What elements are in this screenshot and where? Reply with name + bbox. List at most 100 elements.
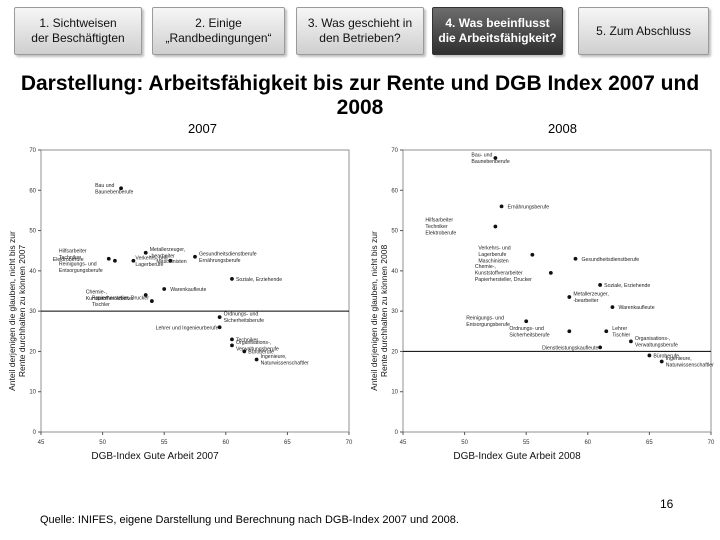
chart2008-y-tick-label: 20 [391, 349, 398, 355]
chart2007-data-point [106, 256, 111, 261]
chart2007-data-point [242, 349, 247, 354]
chart2007-data-point [230, 337, 234, 342]
chart2008-plot-frame [402, 149, 712, 433]
chart2008-point-label: Organisations-, Verwaltungsberufe [635, 336, 678, 349]
chart2007-data-point [131, 258, 136, 263]
chart2007-point-label: Ordnungs- und Sicherheitsberufe [224, 312, 264, 325]
chart2007-y-tick-label: 50 [29, 229, 36, 235]
chart2008-data-point [567, 329, 572, 334]
chart2008-data-point [610, 305, 615, 310]
chart2008-point-label: Ingenieure, Naturwissenschaftler [666, 356, 714, 369]
chart2007-y-tick-label: 0 [33, 430, 37, 436]
chart2007-y-tick-label: 60 [29, 188, 36, 194]
chart2008-y-axis-label: Anteil derjenigen die glauben, nicht bis… [369, 231, 389, 391]
nav-tab-randbedingungen[interactable]: 2. Einige „Randbedingungen“ [152, 7, 285, 55]
nav-tab-sichtweisen[interactable]: 1. Sichtweisen der Beschäftigten [14, 7, 142, 55]
chart2008-point-label: Lehrer Tischler [612, 326, 630, 339]
chart2007-data-point [217, 315, 222, 320]
chart2008-y-tick-label: 30 [391, 309, 398, 315]
chart2007-plot-frame [40, 149, 350, 433]
chart2007-x-tick-label: 50 [99, 440, 106, 446]
chart2008-data-point [598, 345, 603, 350]
chart2008-point-label: Verkehrs- und Lagerberufe Maschinisten [478, 246, 510, 265]
chart2008-data-point [530, 252, 535, 257]
chart2007-point-label: Papierhersteller, Drucker Tischler [92, 296, 149, 309]
chart2007-x-tick-label: 60 [222, 440, 229, 446]
chart2007-y-tick-label: 70 [29, 148, 36, 154]
chart2008-point-label: Dienstleistungskaufleute [542, 345, 598, 351]
chart2008-data-point [493, 156, 498, 160]
chart2007-data-point [168, 258, 173, 263]
chart2007-y-tick-label: 10 [29, 390, 36, 396]
chart2008-point-label: Metallerzeuger, -bearbeiter [573, 292, 608, 305]
nav-tab-arbeitsfaehigkeit[interactable]: 4. Was beeinflusst die Arbeitsfähigkeit? [432, 7, 563, 55]
chart2008-y-tick-label: 60 [391, 188, 398, 194]
chart2007-data-point [217, 325, 222, 330]
chart2007-x-tick-label: 45 [38, 440, 45, 446]
chart2007-data-point [193, 254, 197, 259]
chart2008-y-tick-label: 10 [391, 390, 398, 396]
chart2007-point-label: Lehrer und Ingenieurberufe [156, 325, 219, 331]
chart2008-point-label: Ernährungsberufe [508, 204, 550, 210]
chart2008-y-tick-label: 40 [391, 269, 398, 275]
chart2007-point-label: Maschinisten [156, 259, 186, 265]
scatter-chart-2008: 45 50 55 60 65 70 0 10 20 30 40 50 60 70 DGB-Index Gut… [369, 148, 715, 462]
chart2007-data-point [149, 299, 154, 303]
chart2008-data-point [524, 319, 529, 324]
chart2008-point-label: Chemie-, Kunststoffverarbeiter Papierherst… [475, 264, 532, 283]
chart2007-point-label: Metallerzeuger, -bearbeiter [150, 247, 185, 260]
chart2008-point-label: Ordnungs- und Sicherheitsberufe [509, 326, 549, 339]
chart2007-y-tick-label: 20 [29, 349, 36, 355]
chart2007-point-label: Verkehrs- und Lagerberufe [135, 255, 167, 268]
chart2007-data-point [230, 343, 234, 348]
chart2007-data-point [254, 357, 259, 362]
nav-tab-abschluss[interactable]: 5. Zum Abschluss [578, 7, 709, 55]
chart2008-y-tick-label: 0 [395, 430, 399, 436]
chart2007-data-point [230, 277, 234, 281]
chart2007-point-label: Elektroberufe [53, 257, 84, 263]
chart2007-x-tick-label: 70 [346, 440, 353, 446]
chart2007-y-tick-label: 40 [29, 269, 36, 275]
chart2008-point-label: Büroberufe [653, 353, 679, 359]
chart2008-point-label: Soziale, Erziehende [604, 283, 650, 289]
chart2008-data-point [604, 329, 609, 334]
chart2007-data-point [113, 258, 117, 263]
chart2008-y-tick-label: 50 [391, 229, 398, 235]
chart2008-x-axis-label: DGB-Index Gute Arbeit 2008 [453, 451, 581, 462]
chart2007-point-label: Gesundheitsdienstberufe Ernährungsberufe [199, 251, 257, 264]
year-label-2008: 2008 [548, 121, 577, 136]
chart2007-data-point [143, 250, 148, 255]
chart2007-point-label: Hilfsarbeiter Techniker Reinigungs- und Ent… [59, 248, 103, 274]
chart2008-data-point [493, 224, 498, 229]
chart2007-point-label: Ingenieure, Naturwissenschaftler [261, 354, 309, 367]
source-note: Quelle: INIFES, eigene Darstellung und B… [40, 514, 459, 526]
chart2007-x-tick-label: 55 [161, 440, 168, 446]
chart2007-point-label: Soziale, Erziehende [236, 277, 282, 283]
chart2008-point-label: Gesundheitsdienstberufe [581, 257, 639, 263]
chart2008-point-label: Hilfsarbeiter Techniker Elektroberufe [425, 218, 456, 237]
chart2007-data-point [119, 186, 123, 191]
chart2007-point-label: Büroberufe [248, 349, 274, 355]
chart2007-point-label: Bau und Baunebenberufe [95, 183, 133, 196]
chart2008-data-point [647, 353, 652, 358]
chart2007-x-axis-label: DGB-Index Gute Arbeit 2007 [91, 451, 219, 462]
chart2008-point-label: Warenkaufleute [618, 305, 654, 311]
nav-tab-betriebe[interactable]: 3. Was geschieht in den Betrieben? [296, 7, 424, 55]
top-navigation: 1. Sichtweisen der Beschäftigten 2. Eini… [0, 0, 720, 62]
chart2007-point-label: Techniker [236, 337, 258, 343]
chart2008-x-tick-label: 45 [400, 440, 407, 446]
chart2008-x-tick-label: 50 [461, 440, 468, 446]
chart2008-data-point [598, 283, 603, 287]
chart2008-data-point [499, 204, 504, 209]
slide-title: Darstellung: Arbeitsfähigkeit bis zur Re… [20, 72, 700, 119]
page-number: 16 [660, 497, 674, 511]
chart2008-x-tick-label: 65 [646, 440, 653, 446]
chart2008-data-point [548, 270, 553, 275]
year-label-2007: 2007 [188, 121, 217, 136]
chart2008-y-tick-label: 70 [391, 148, 398, 154]
chart2007-point-label: Warenkaufleute [170, 287, 206, 293]
scatter-chart-2007: 45 50 55 60 65 70 0 10 20 30 40 50 60 70 DGB-Index Gut… [7, 148, 353, 462]
chart2008-data-point [659, 359, 664, 364]
chart2008-data-point [573, 256, 578, 261]
chart2007-point-label: Chemie-, Kunststoffverarbeiter [86, 290, 134, 303]
